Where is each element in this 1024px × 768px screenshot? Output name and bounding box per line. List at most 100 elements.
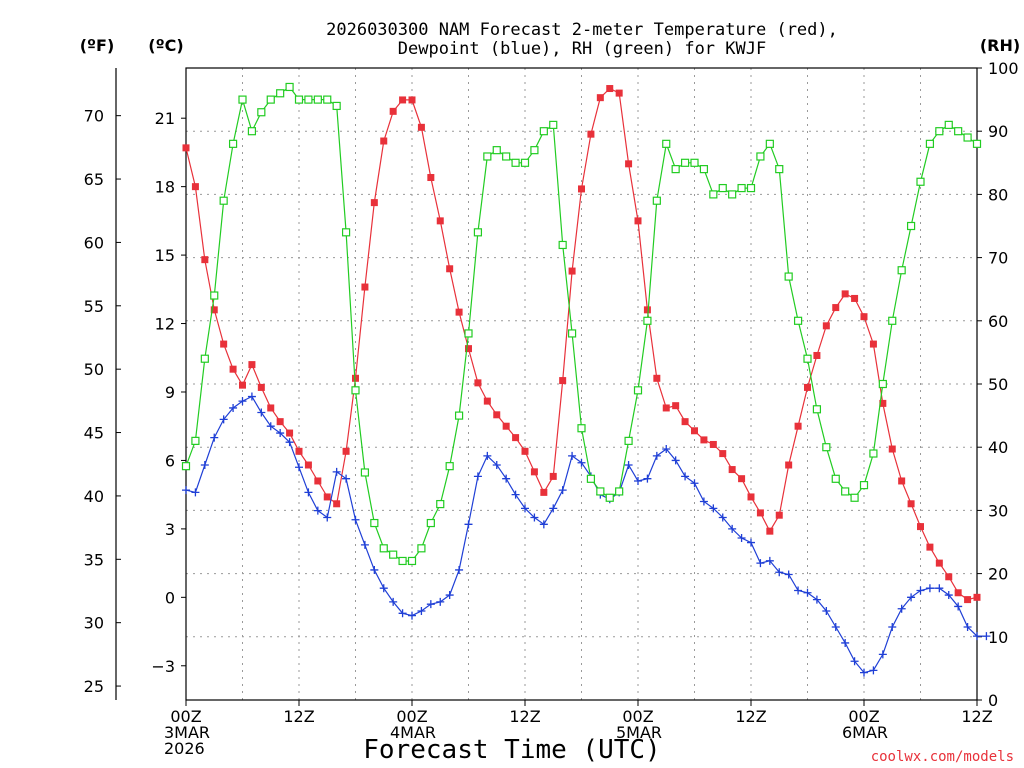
fahrenheit-tick-label: 40 xyxy=(84,487,104,506)
rh-point xyxy=(558,240,567,250)
temperature-point xyxy=(239,381,246,389)
dewpoint-point xyxy=(577,458,586,467)
dewpoint-point xyxy=(492,460,501,469)
dewpoint-point xyxy=(662,445,671,454)
temperature-series xyxy=(182,85,981,604)
temperature-point xyxy=(408,96,416,104)
temperature-point xyxy=(286,429,294,437)
x-tick-label: 00Z xyxy=(622,707,653,726)
dewpoint-point xyxy=(973,632,981,641)
rh-point xyxy=(266,95,275,104)
dewpoint-point xyxy=(191,488,200,497)
temperature-point xyxy=(304,461,312,469)
temperature-point xyxy=(691,427,698,435)
temperature-point xyxy=(568,267,576,275)
dewpoint-point xyxy=(219,415,228,424)
dewpoint-point xyxy=(728,524,737,533)
temperature-point xyxy=(201,256,209,264)
dewpoint-point xyxy=(916,586,925,595)
celsius-tick-label: 18 xyxy=(155,178,175,197)
dewpoint-point xyxy=(408,611,416,620)
dewpoint-point xyxy=(634,476,642,485)
dewpoint-point xyxy=(860,668,868,677)
rh-point xyxy=(690,158,699,167)
dewpoint-point xyxy=(897,604,906,613)
temperature-point xyxy=(220,340,228,348)
dewpoint-point xyxy=(869,666,878,675)
temperature-point xyxy=(446,265,454,273)
rh-point xyxy=(793,316,803,325)
dewpoint-point xyxy=(803,588,812,597)
dewpoint-point xyxy=(765,556,774,565)
temperature-point xyxy=(954,589,962,597)
temperature-point xyxy=(615,89,623,97)
rh-point xyxy=(869,449,878,458)
temperature-point xyxy=(898,477,906,485)
fahrenheit-tick-label: 55 xyxy=(84,297,104,316)
rh-tick-label: 0 xyxy=(988,691,998,710)
temperature-point xyxy=(709,440,717,448)
dewpoint-point xyxy=(549,504,558,513)
rh-point xyxy=(765,139,774,148)
rh-point xyxy=(426,518,435,528)
dewpoint-point xyxy=(681,472,690,481)
celsius-tick-label: 15 xyxy=(155,246,175,265)
rh-point xyxy=(577,424,586,433)
temperature-point xyxy=(352,374,359,382)
temperature-point xyxy=(333,500,341,508)
x-tick-label: 00Z xyxy=(170,707,201,726)
temperature-point xyxy=(559,377,567,385)
rh-point xyxy=(803,354,812,363)
dewpoint-line xyxy=(185,395,987,674)
dewpoint-point xyxy=(963,622,972,631)
dewpoint-point xyxy=(624,460,633,469)
temperature-point xyxy=(370,199,378,207)
x-tick-label: 5MAR xyxy=(616,723,662,742)
dewpoint-point xyxy=(850,657,859,666)
temperature-point xyxy=(869,340,877,348)
temperature-point xyxy=(417,123,425,131)
fahrenheit-tick-label: 45 xyxy=(84,424,104,443)
rh-tick-label: 70 xyxy=(988,249,1008,268)
temperature-point xyxy=(389,107,397,115)
temperature-point xyxy=(578,185,585,193)
dewpoint-point xyxy=(247,392,256,401)
temperature-point xyxy=(785,461,793,469)
dewpoint-point xyxy=(229,403,238,412)
rh-point xyxy=(859,481,869,490)
fahrenheit-unit-label: (ºF) xyxy=(80,36,115,55)
rh-point xyxy=(294,95,304,104)
temperature-point xyxy=(182,144,190,152)
x-tick-label: 12Z xyxy=(509,707,540,726)
rh-point xyxy=(464,329,473,338)
dewpoint-point xyxy=(445,591,454,600)
rh-series xyxy=(181,82,982,566)
celsius-unit-label: (ºC) xyxy=(148,36,183,55)
temperature-point xyxy=(540,488,548,496)
rh-point xyxy=(671,165,680,174)
rh-point xyxy=(257,108,266,117)
rh-point xyxy=(407,556,417,566)
temperature-point xyxy=(483,397,491,405)
temperature-point xyxy=(917,523,924,531)
temperature-point xyxy=(804,383,811,391)
celsius-tick-label: 12 xyxy=(155,315,175,334)
rh-point xyxy=(530,146,539,155)
fahrenheit-tick-label: 30 xyxy=(84,614,104,633)
x-axis-label: Forecast Time (UTC) xyxy=(363,735,660,765)
dewpoint-point xyxy=(539,520,548,529)
temperature-point xyxy=(257,383,265,391)
temperature-point xyxy=(361,283,369,291)
rh-point xyxy=(492,146,501,155)
fahrenheit-tick-label: 50 xyxy=(84,360,104,379)
chart-title-line-2: Dewpoint (blue), RH (green) for KWJF xyxy=(398,39,766,59)
dewpoint-point xyxy=(417,607,426,616)
temperature-point xyxy=(662,404,670,412)
dewpoint-point xyxy=(285,438,294,447)
dewpoint-point xyxy=(831,622,840,631)
dewpoint-point xyxy=(351,515,360,524)
rh-point xyxy=(963,133,972,142)
dewpoint-point xyxy=(737,534,746,543)
dewpoint-point xyxy=(747,538,755,547)
temperature-point xyxy=(681,418,689,426)
